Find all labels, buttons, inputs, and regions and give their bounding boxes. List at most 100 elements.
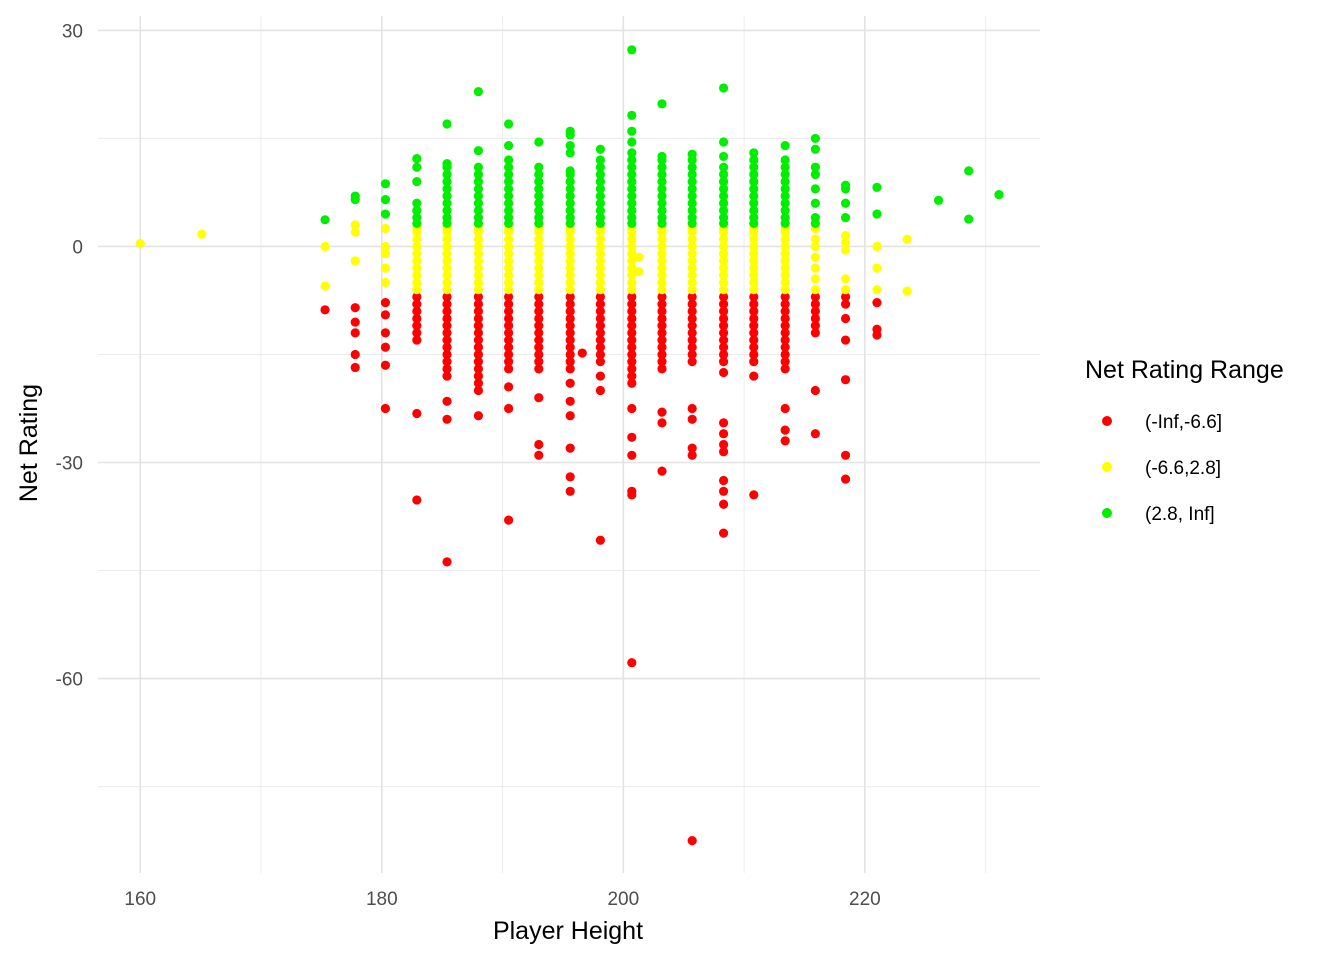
scatter-point — [473, 357, 484, 367]
scatter-point — [657, 241, 667, 252]
scatter-point — [412, 299, 422, 309]
scatter-point — [657, 270, 667, 280]
scatter-point — [565, 321, 575, 331]
scatter-point — [687, 177, 697, 187]
scatter-point — [780, 277, 790, 288]
scatter-point — [534, 439, 544, 450]
scatter-point — [718, 184, 729, 194]
scatter-point — [687, 328, 697, 338]
scatter-point — [657, 169, 667, 180]
scatter-point — [627, 490, 637, 500]
scatter-point — [442, 205, 452, 216]
scatter-point — [504, 357, 514, 367]
scatter-point — [504, 177, 514, 187]
scatter-point — [473, 321, 484, 331]
scatter-point — [902, 286, 912, 296]
scatter-point — [595, 169, 606, 180]
scatter-point — [473, 234, 484, 244]
scatter-point — [595, 177, 606, 187]
scatter-point — [749, 292, 759, 302]
scatter-point — [657, 342, 667, 352]
scatter-point — [687, 403, 697, 414]
scatter-point — [657, 205, 667, 216]
scatter-point — [657, 249, 667, 259]
scatter-point — [534, 184, 544, 194]
scatter-point — [504, 249, 514, 259]
scatter-point — [534, 299, 544, 309]
scatter-point — [872, 241, 882, 252]
scatter-point — [657, 198, 667, 208]
scatter-point — [718, 499, 729, 509]
scatter-point — [627, 371, 637, 381]
scatter-point — [534, 241, 544, 252]
scatter-point — [595, 328, 606, 338]
scatter-point — [657, 292, 667, 302]
scatter-point — [627, 335, 637, 345]
scatter-point — [412, 198, 422, 208]
scatter-point — [442, 335, 452, 345]
scatter-point — [810, 285, 820, 295]
scatter-point — [534, 285, 544, 295]
scatter-point — [780, 198, 790, 208]
scatter-point — [595, 277, 606, 288]
scatter-point — [577, 348, 587, 358]
scatter-point — [380, 342, 391, 352]
scatter-point — [749, 357, 759, 367]
scatter-point — [473, 227, 484, 237]
scatter-point — [412, 313, 422, 324]
scatter-point — [657, 277, 667, 288]
scatter-point — [627, 155, 637, 165]
scatter-point — [964, 166, 974, 176]
scatter-point — [504, 270, 514, 280]
scatter-point — [810, 321, 820, 331]
scatter-point — [627, 432, 637, 442]
scatter-point — [687, 205, 697, 216]
scatter-point — [473, 349, 484, 360]
scatter-point — [412, 227, 422, 237]
scatter-point — [718, 292, 729, 302]
scatter-point — [534, 364, 544, 374]
scatter-point — [442, 249, 452, 259]
scatter-point — [687, 263, 697, 273]
scatter-point — [380, 403, 391, 414]
scatter-point — [780, 349, 790, 360]
scatter-point — [442, 299, 452, 309]
scatter-point — [380, 195, 391, 205]
scatter-point — [473, 146, 484, 156]
scatter-point — [687, 299, 697, 309]
scatter-point — [749, 371, 759, 381]
scatter-point — [810, 198, 820, 208]
scatter-point — [780, 263, 790, 273]
scatter-point — [718, 357, 729, 367]
scatter-point — [595, 349, 606, 360]
scatter-point — [780, 306, 790, 316]
scatter-point — [595, 285, 606, 295]
scatter-point — [687, 414, 697, 424]
scatter-point — [595, 263, 606, 273]
scatter-point — [534, 321, 544, 331]
scatter-point — [810, 328, 820, 338]
scatter-point — [749, 306, 759, 316]
scatter-point — [412, 495, 422, 505]
scatter-point — [902, 234, 912, 244]
scatter-point — [810, 133, 820, 144]
scatter-point — [504, 234, 514, 244]
scatter-point — [749, 184, 759, 194]
scatter-point — [565, 364, 575, 374]
scatter-point — [534, 335, 544, 345]
scatter-point — [749, 335, 759, 345]
scatter-point — [780, 177, 790, 187]
scatter-point — [380, 310, 391, 320]
scatter-point — [749, 342, 759, 352]
scatter-point — [595, 198, 606, 208]
scatter-point — [627, 110, 637, 120]
scatter-point — [810, 306, 820, 316]
scatter-point — [565, 141, 575, 151]
scatter-point — [749, 321, 759, 331]
scatter-point — [442, 364, 452, 374]
scatter-point — [627, 270, 637, 280]
scatter-point — [504, 141, 514, 151]
scatter-point — [687, 169, 697, 180]
scatter-point — [627, 313, 637, 324]
scatter-point — [634, 267, 644, 277]
